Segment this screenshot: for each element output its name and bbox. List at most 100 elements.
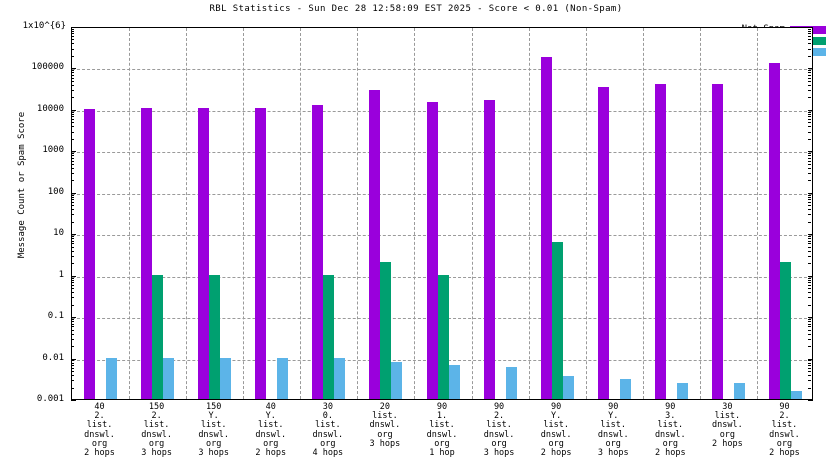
y-minor-tick-mark <box>71 153 74 154</box>
y-minor-tick-mark <box>71 85 74 86</box>
y-minor-tick-mark <box>808 305 811 306</box>
x-tick-label: 402.list.dnswl.org2 hops <box>71 403 128 458</box>
y-minor-tick-mark <box>808 202 811 203</box>
y-minor-tick-mark <box>71 321 74 322</box>
y-minor-tick-mark <box>808 288 811 289</box>
bar-spam <box>380 262 391 399</box>
plot-area <box>71 27 813 400</box>
y-minor-tick-mark <box>71 119 74 120</box>
y-minor-tick-mark <box>808 375 811 376</box>
y-minor-tick-mark <box>71 375 74 376</box>
x-tick-label-line: 2 hops <box>528 449 585 458</box>
x-tick-label-line: 3 hops <box>185 449 242 458</box>
y-minor-tick-mark <box>808 319 811 320</box>
y-minor-tick-mark <box>808 72 811 73</box>
y-tick-mark <box>808 110 813 111</box>
y-minor-tick-mark <box>808 368 811 369</box>
y-minor-tick-mark <box>808 43 811 44</box>
bar-score <box>449 365 460 400</box>
y-minor-tick-mark <box>808 326 811 327</box>
x-tick-label-line: 1 hop <box>413 449 470 458</box>
vertical-gridline <box>643 28 644 399</box>
y-minor-tick-mark <box>808 256 811 257</box>
y-tick-mark <box>71 193 76 194</box>
y-minor-tick-mark <box>808 139 811 140</box>
y-tick-mark <box>808 400 813 401</box>
y-minor-tick-mark <box>808 330 811 331</box>
y-tick-label: 100000 <box>4 63 64 72</box>
y-minor-tick-mark <box>808 197 811 198</box>
y-tick-mark <box>808 359 813 360</box>
bar-score <box>334 358 345 399</box>
y-tick-mark <box>71 151 76 152</box>
bar-notspam <box>369 90 380 399</box>
y-tick-mark <box>71 400 76 401</box>
y-minor-tick-mark <box>808 222 811 223</box>
x-tick-label-line: 2 hops <box>71 449 128 458</box>
y-minor-tick-mark <box>808 161 811 162</box>
y-minor-tick-mark <box>808 360 811 361</box>
y-minor-tick-mark <box>71 222 74 223</box>
y-tick-label: 10000 <box>4 105 64 114</box>
bar-spam <box>552 242 563 399</box>
y-minor-tick-mark <box>808 90 811 91</box>
y-minor-tick-mark <box>71 243 74 244</box>
chart-page: RBL Statistics - Sun Dec 28 12:58:09 EST… <box>0 0 832 468</box>
y-minor-tick-mark <box>808 380 811 381</box>
bar-notspam <box>541 57 552 399</box>
y-minor-tick-mark <box>808 205 811 206</box>
x-tick-label: 150Y.list.dnswl.org3 hops <box>185 403 242 458</box>
y-minor-tick-mark <box>808 49 811 50</box>
y-tick-mark <box>71 110 76 111</box>
y-minor-tick-mark <box>808 114 811 115</box>
vertical-gridline <box>700 28 701 399</box>
y-minor-tick-mark <box>71 197 74 198</box>
bar-score <box>734 383 745 399</box>
y-tick-label: 10 <box>4 229 64 238</box>
y-minor-tick-mark <box>71 122 74 123</box>
bar-notspam <box>598 87 609 399</box>
y-minor-tick-mark <box>808 85 811 86</box>
y-minor-tick-mark <box>71 78 74 79</box>
y-minor-tick-mark <box>71 247 74 248</box>
vertical-gridline <box>243 28 244 399</box>
y-minor-tick-mark <box>808 158 811 159</box>
vertical-gridline <box>357 28 358 399</box>
y-minor-tick-mark <box>71 214 74 215</box>
y-minor-tick-mark <box>808 371 811 372</box>
vertical-gridline <box>757 28 758 399</box>
y-minor-tick-mark <box>808 334 811 335</box>
y-minor-tick-mark <box>71 346 74 347</box>
x-tick-label: 902.list.dnswl.org3 hops <box>471 403 528 458</box>
y-minor-tick-mark <box>808 346 811 347</box>
bar-notspam <box>769 63 780 399</box>
x-tick-label: 90Y.list.dnswl.org2 hops <box>528 403 585 458</box>
bar-notspam <box>427 102 438 399</box>
x-tick-label-line: 3 hops <box>128 449 185 458</box>
y-minor-tick-mark <box>808 195 811 196</box>
y-minor-tick-mark <box>808 365 811 366</box>
x-axis-tick-labels: 402.list.dnswl.org2 hops1502.list.dnswl.… <box>71 403 813 468</box>
y-tick-mark <box>71 317 76 318</box>
vertical-gridline <box>414 28 415 399</box>
x-tick-label-line: 3 hops <box>471 449 528 458</box>
y-minor-tick-mark <box>71 209 74 210</box>
bar-score <box>506 367 517 399</box>
bar-notspam <box>255 108 266 399</box>
gridline <box>72 111 812 112</box>
y-minor-tick-mark <box>808 285 811 286</box>
y-minor-tick-mark <box>808 280 811 281</box>
y-minor-tick-mark <box>71 39 74 40</box>
y-minor-tick-mark <box>71 199 74 200</box>
y-minor-tick-mark <box>71 112 74 113</box>
y-minor-tick-mark <box>808 97 811 98</box>
bar-score <box>677 383 688 399</box>
y-minor-tick-mark <box>808 247 811 248</box>
x-tick-label-line: 3 hops <box>585 449 642 458</box>
y-minor-tick-mark <box>71 29 74 30</box>
y-minor-tick-mark <box>71 164 74 165</box>
y-minor-tick-mark <box>808 263 811 264</box>
y-minor-tick-mark <box>71 360 74 361</box>
y-minor-tick-mark <box>71 280 74 281</box>
y-minor-tick-mark <box>808 164 811 165</box>
